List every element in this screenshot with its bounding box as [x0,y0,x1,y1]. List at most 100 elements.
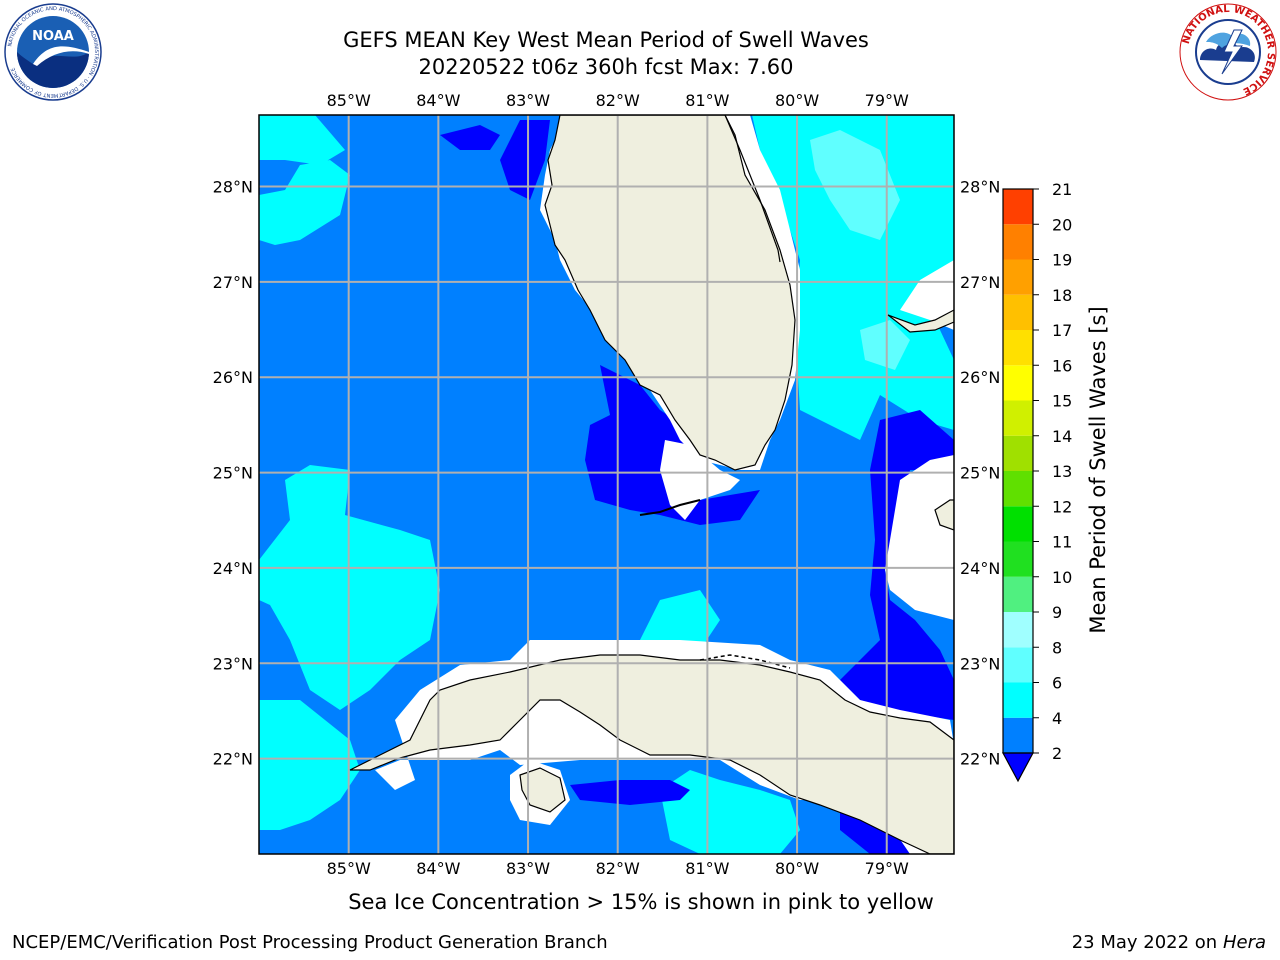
lat-tick-label-right: 22°N [960,750,1000,769]
land-florida [544,115,796,471]
lon-tick-label-bottom: 84°W [416,859,460,878]
colorbar-tick-label: 13 [1052,462,1072,481]
lon-tick-label-bottom: 83°W [506,859,550,878]
colorbar-segment [1003,682,1033,718]
colorbar-segment [1003,224,1033,260]
colorbar-segment [1003,471,1033,507]
nws-logo-icon: NATIONAL WEATHER SERVICE [1179,3,1277,101]
lat-tick-label-left: 26°N [213,368,253,387]
lon-tick-label-bottom: 82°W [596,859,640,878]
land-andros [934,499,954,531]
swell-zone-nw-top [259,115,345,165]
lon-tick-label-top: 83°W [506,91,550,110]
colorbar-tick-label: 16 [1052,356,1072,375]
colorbar-segment [1003,612,1033,648]
lon-tick-label-bottom: 85°W [327,859,371,878]
colorbar-label: Mean Period of Swell Waves [s] [1086,306,1110,633]
mask-bahamas [885,455,954,620]
lon-tick-label-top: 80°W [775,91,819,110]
colorbar-tick-label: 14 [1052,427,1072,446]
lat-tick-label-right: 24°N [960,559,1000,578]
lat-tick-label-left: 23°N [213,654,253,673]
colorbar-tick-label: 15 [1052,392,1072,411]
colorbar-tick-label: 6 [1052,674,1062,693]
lon-tick-label-bottom: 79°W [865,859,909,878]
lat-tick-label-left: 27°N [213,273,253,292]
coastline-cuba-keys [699,654,791,669]
land-cuba [349,654,954,854]
swell-6-8s-east2 [860,320,910,370]
land-isla-juventud [519,767,566,813]
map-gridlines [259,115,954,854]
lon-tick-label-top: 85°W [327,91,371,110]
swell-zone-nw [259,160,350,245]
swell-zone-east [752,115,954,440]
swell-6-8s-east [810,130,900,240]
land-areas [349,115,954,854]
lon-tick-label-top: 84°W [416,91,460,110]
calm-zone-gulf-n [440,125,500,150]
chart-title: GEFS MEAN Key West Mean Period of Swell … [343,28,869,52]
lat-tick-label-left: 25°N [213,464,253,483]
colorbar-segment [1003,259,1033,295]
lon-tick-label-bottom: 80°W [775,859,819,878]
lat-tick-label-left: 22°N [213,750,253,769]
lon-tick-label-bottom: 81°W [685,859,729,878]
colorbar-segment [1003,435,1033,471]
colorbar-tick-label: 4 [1052,709,1062,728]
colorbar-segment [1003,330,1033,366]
colorbar-extend-arrow [1001,752,1035,783]
mask-keys [660,440,740,520]
map-frame [258,114,955,855]
lon-tick-label-top: 79°W [865,91,909,110]
colorbar-tick-label: 9 [1052,603,1062,622]
map-tick-labels: 85°W 85°W 84°W 84°W 83°W 83°W 82°W 82°W 81°W 81°W… [213,91,1001,878]
lat-tick-label-left: 24°N [213,559,253,578]
colorbar-tick-label: 11 [1052,533,1072,552]
colorbar-segment [1003,365,1033,401]
swell-6-8s-areas [810,130,910,370]
coastline-fl-east [724,115,781,263]
lat-tick-label-right: 27°N [960,273,1000,292]
colorbar-tick-label: 10 [1052,568,1072,587]
mask-bahamas-n [900,260,954,330]
noaa-logo-icon: NOAA NATIONAL OCEANIC AND ATMOSPHERIC AD… [4,3,102,101]
colorbar-segment [1003,506,1033,542]
colorbar-segment [1003,541,1033,577]
lon-tick-label-top: 81°W [685,91,729,110]
footer-credit: NCEP/EMC/Verification Post Processing Pr… [12,932,608,953]
lat-tick-label-left: 28°N [213,178,253,197]
colorbar-segment [1003,294,1033,330]
lat-tick-label-right: 25°N [960,464,1000,483]
calm-zone-s-cuba [570,780,690,805]
colorbar-segment [1003,189,1033,225]
colorbar-tick-label: 20 [1052,215,1072,234]
colorbar-segment [1003,576,1033,612]
map-plot-area [259,115,954,854]
swell-zone-south [660,770,800,854]
footer-date-text: 23 May 2022 on [1071,932,1218,953]
noaa-logo-text: NOAA [32,29,74,44]
chart-subtitle: 20220522 t06z 360h fcst Max: 7.60 [418,55,794,79]
colorbar-tick-label: 18 [1052,286,1072,305]
swell-zone-sw [259,700,360,830]
lat-tick-label-right: 23°N [960,654,1000,673]
colorbar-tick-label: 12 [1052,497,1072,516]
lat-tick-label-right: 26°N [960,368,1000,387]
lat-tick-label-right: 28°N [960,178,1000,197]
footer-date: 23 May 2022 on Hera [1072,932,1266,953]
colorbar-tick-label: 19 [1052,251,1072,270]
footer-host: Hera [1222,932,1266,953]
colorbar-tick-label: 8 [1052,638,1062,657]
colorbar-segment [1003,400,1033,436]
colorbar: 2 4 6 8 9 10 11 12 13 14 15 16 17 18 19 20 21 [1001,180,1072,783]
colorbar-tick-label: 21 [1052,180,1072,199]
colorbar-tick-label: 17 [1052,321,1072,340]
coastline-keys [639,499,701,516]
colorbar-segment [1003,647,1033,683]
lon-tick-label-top: 82°W [596,91,640,110]
calm-zone-tampa [500,120,550,200]
colorbar-tick-label: 2 [1052,744,1062,763]
land-grand-bahama [887,309,954,333]
